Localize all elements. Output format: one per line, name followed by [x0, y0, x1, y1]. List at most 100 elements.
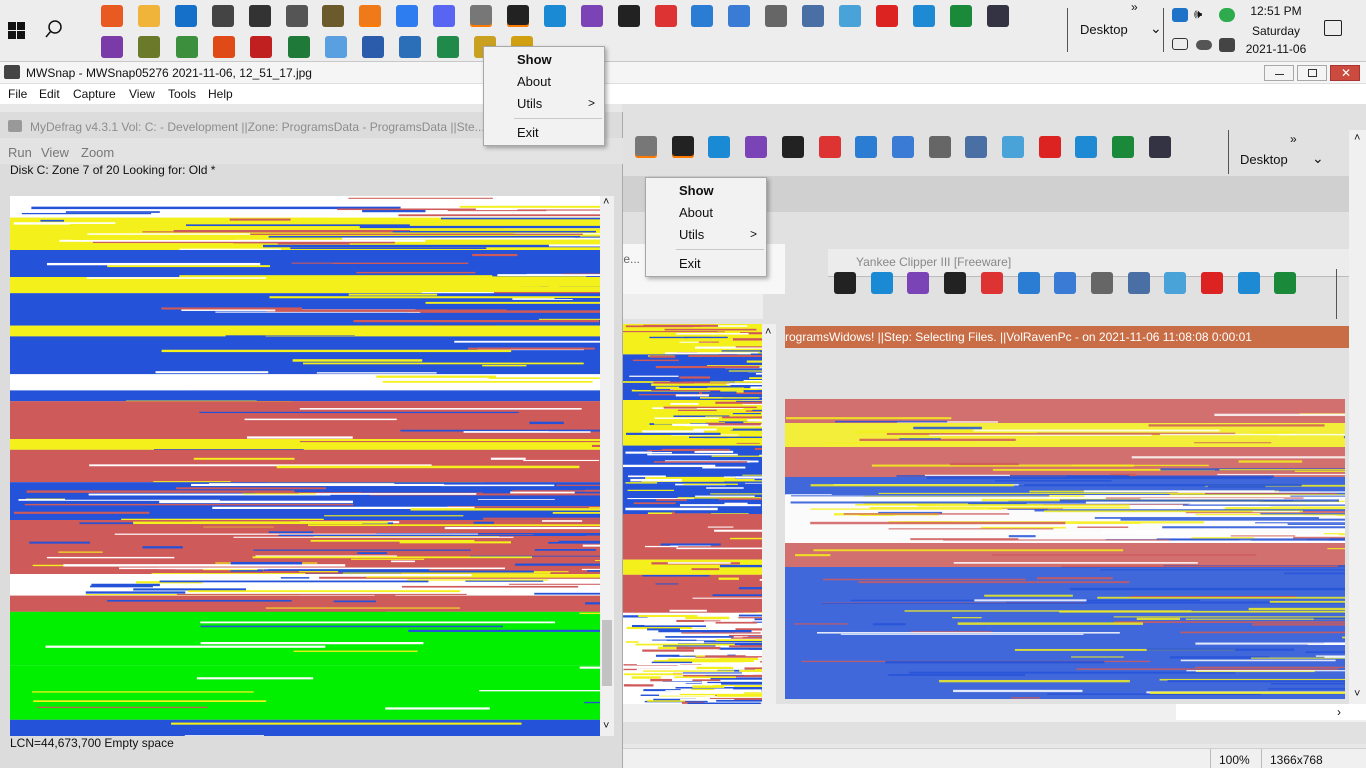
- sheet-icon[interactable]: [436, 36, 459, 58]
- cmd-icon[interactable]: [617, 5, 640, 27]
- cluster-stripe: [1072, 464, 1209, 467]
- clock-day[interactable]: Saturday: [1251, 24, 1301, 38]
- notepad-icon[interactable]: [324, 36, 347, 58]
- menu-view[interactable]: View: [41, 145, 69, 160]
- menu-zoom[interactable]: Zoom: [81, 145, 115, 160]
- cluster-stripe: [750, 388, 762, 391]
- chevron-down-icon[interactable]: ⌄: [1150, 20, 1162, 36]
- scroll-down-arrow-icon[interactable]: ˅: [1354, 688, 1361, 700]
- office-icon[interactable]: [212, 36, 235, 58]
- maximize-button[interactable]: [1297, 65, 1327, 81]
- cmd-icon[interactable]: [506, 5, 529, 27]
- cluster-stripe: [1182, 504, 1345, 506]
- cluster-stripe: [268, 235, 581, 238]
- outlook-tray-icon[interactable]: [1172, 8, 1188, 22]
- cluster-stripe: [324, 515, 464, 517]
- cluster-stripe: [718, 420, 757, 423]
- cluster-stripe: [869, 506, 1130, 509]
- scroll-up-arrow-icon[interactable]: ˄: [1354, 132, 1361, 144]
- scroll-right-arrow-icon[interactable]: ›: [1337, 705, 1341, 719]
- menu-edit[interactable]: Edit: [39, 87, 60, 101]
- menu-capture[interactable]: Capture: [73, 87, 116, 101]
- menu-tools[interactable]: Tools: [168, 87, 197, 101]
- gear-icon[interactable]: [765, 5, 788, 27]
- acrobat-icon[interactable]: [250, 36, 273, 58]
- close-button[interactable]: ✕: [1330, 65, 1360, 81]
- printer-tray-icon[interactable]: [1219, 38, 1235, 52]
- menu-item-about[interactable]: About: [517, 74, 551, 89]
- notification-icon[interactable]: [1324, 20, 1342, 36]
- network-icon[interactable]: [728, 5, 751, 27]
- onenote-icon[interactable]: [101, 36, 123, 58]
- powershell-icon[interactable]: [691, 5, 714, 27]
- menu-run[interactable]: Run: [8, 145, 32, 160]
- cluster-stripe: [677, 664, 762, 666]
- cluster-stripe: [1047, 693, 1262, 695]
- clock-date[interactable]: 2021-11-06: [1245, 42, 1307, 56]
- sync-icon[interactable]: [1219, 8, 1235, 22]
- visual-studio-icon[interactable]: [580, 5, 603, 27]
- cluster-stripe: [679, 693, 762, 696]
- status-zoom: 100%: [1219, 753, 1250, 767]
- folder-icon[interactable]: [137, 5, 160, 27]
- menu-item-show[interactable]: Show: [517, 52, 552, 67]
- search-button[interactable]: [40, 16, 68, 44]
- menu-view[interactable]: View: [129, 87, 155, 101]
- network-tray-icon[interactable]: [1172, 38, 1188, 50]
- network-connections-icon[interactable]: [802, 5, 825, 27]
- menu-item-utils[interactable]: Utils: [517, 96, 543, 111]
- start-button[interactable]: [4, 16, 32, 44]
- cluster-stripe: [794, 623, 848, 625]
- cluster-stripe: [980, 526, 1067, 529]
- cluster-band: [10, 439, 600, 450]
- cluster-stripe: [656, 479, 725, 482]
- scroll-down-arrow-icon[interactable]: ˅: [603, 720, 610, 732]
- snip-icon[interactable]: [654, 5, 677, 27]
- onedrive-icon[interactable]: [1196, 40, 1212, 50]
- minimize-button[interactable]: [1264, 65, 1294, 81]
- file-icon[interactable]: [399, 36, 422, 58]
- remote-icon[interactable]: [211, 5, 234, 27]
- cluster-stripe: [886, 432, 1236, 435]
- cluster-stripe: [754, 448, 762, 450]
- defrag-scrollbar[interactable]: ˄ ˅: [600, 196, 614, 736]
- app-green-icon[interactable]: [949, 5, 972, 27]
- firefox-icon[interactable]: [101, 5, 123, 27]
- cluster-stripe: [626, 626, 709, 630]
- scroll-thumb[interactable]: [602, 620, 612, 686]
- overflow-chevron-icon[interactable]: »: [1131, 0, 1138, 14]
- check-app-icon[interactable]: [912, 5, 935, 27]
- menu-file[interactable]: File: [8, 87, 28, 101]
- cluster-stripe: [1066, 475, 1274, 478]
- scroll-up-arrow-icon[interactable]: ˄: [603, 196, 610, 208]
- vscode-icon[interactable]: [543, 5, 566, 27]
- desktop-toolbar-label[interactable]: Desktop: [1080, 22, 1128, 37]
- cluster-stripe: [410, 508, 600, 511]
- cluster-stripe: [92, 609, 303, 611]
- messenger-icon[interactable]: [396, 5, 419, 27]
- monitor-icon[interactable]: [986, 5, 1009, 27]
- cluster-stripe: [692, 597, 762, 599]
- volume-icon[interactable]: 🕪: [1194, 6, 1203, 21]
- cluster-stripe: [308, 524, 600, 527]
- clock-app-icon[interactable]: [470, 5, 492, 27]
- terminal-icon[interactable]: [248, 5, 271, 27]
- tree-icon[interactable]: [138, 36, 161, 58]
- discord-icon[interactable]: [433, 5, 456, 27]
- cluster-stripe: [885, 660, 1105, 664]
- word-icon[interactable]: [362, 36, 385, 58]
- cluster-stripe: [695, 655, 762, 658]
- chrome-icon[interactable]: [175, 36, 198, 58]
- pdf-icon[interactable]: [875, 5, 898, 27]
- outlook-icon[interactable]: [174, 5, 197, 27]
- control-panel-icon[interactable]: [839, 5, 861, 27]
- menu-help[interactable]: Help: [208, 87, 233, 101]
- cluster-stripe: [698, 327, 762, 330]
- printer-icon[interactable]: [285, 5, 308, 27]
- excel-sheet-icon[interactable]: [287, 36, 310, 58]
- bookmark-app-icon[interactable]: [359, 5, 382, 27]
- cluster-stripe: [1260, 513, 1345, 515]
- clock-time[interactable]: 12:51 PM: [1250, 4, 1302, 18]
- gimp-icon[interactable]: [322, 5, 345, 27]
- menu-item-exit[interactable]: Exit: [517, 125, 539, 140]
